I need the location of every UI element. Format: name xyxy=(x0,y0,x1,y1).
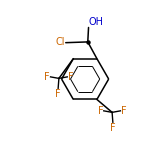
Text: F: F xyxy=(110,123,116,133)
Text: OH: OH xyxy=(89,17,104,27)
Text: F: F xyxy=(68,72,73,82)
Text: Cl: Cl xyxy=(56,37,65,47)
Text: F: F xyxy=(44,72,50,82)
Text: F: F xyxy=(55,89,61,99)
Text: F: F xyxy=(121,105,127,116)
Text: F: F xyxy=(98,105,103,116)
